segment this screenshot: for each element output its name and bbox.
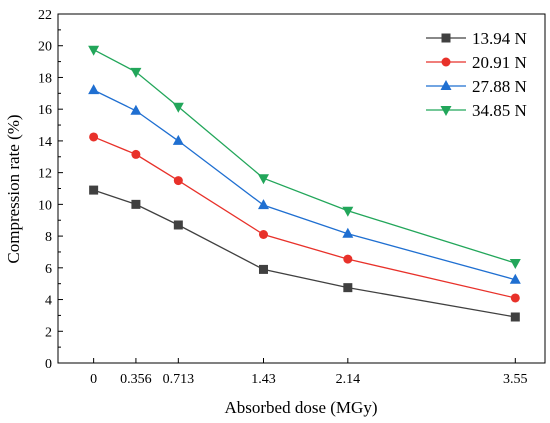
data-point-marker [173, 176, 183, 186]
data-point-marker [342, 227, 354, 238]
y-tick-label: 6 [45, 262, 52, 277]
data-point-marker [172, 134, 184, 145]
data-point-marker [130, 104, 142, 115]
legend-label: 13.94 N [472, 29, 527, 48]
data-point-marker [257, 199, 269, 210]
data-point-marker [173, 220, 183, 230]
y-axis: 0 2 4 6 8 10 12 14 16 18 20 22 [38, 8, 63, 372]
legend-label: 34.85 N [472, 101, 527, 120]
legend: 13.94 N 20.91 N 27.88 N 34.85 N [426, 29, 527, 120]
data-point-marker [172, 102, 184, 113]
data-point-marker [509, 259, 521, 270]
data-point-marker [130, 67, 142, 78]
data-point-marker [343, 254, 353, 264]
series-layer [88, 45, 521, 322]
data-point-marker [343, 283, 353, 293]
series-line [93, 49, 516, 264]
y-tick-label: 4 [45, 294, 52, 309]
y-axis-label: Compression rate (%) [4, 114, 23, 263]
data-point-marker [510, 312, 520, 322]
series-1 [89, 185, 520, 322]
legend-swatch-marker [441, 57, 451, 67]
data-point-marker [510, 293, 520, 303]
y-tick-label: 2 [45, 325, 52, 340]
y-tick-label: 14 [38, 135, 52, 150]
legend-label: 27.88 N [472, 77, 527, 96]
data-point-marker [258, 264, 268, 274]
data-point-marker [88, 84, 100, 95]
data-point-marker [89, 132, 99, 142]
series-line [93, 189, 516, 318]
series-4 [88, 45, 521, 270]
legend-item: 20.91 N [426, 53, 527, 72]
legend-item: 34.85 N [426, 101, 527, 120]
x-axis-label: Absorbed dose (MGy) [225, 398, 378, 417]
y-tick-label: 20 [38, 40, 52, 55]
series-3 [88, 84, 521, 284]
y-tick-label: 22 [38, 8, 52, 23]
data-point-marker [88, 45, 100, 56]
data-point-marker [342, 206, 354, 217]
x-tick-label: 0 [90, 372, 97, 387]
y-tick-label: 0 [45, 357, 52, 372]
data-point-marker [509, 273, 521, 284]
series-2 [89, 132, 520, 303]
series-line [93, 89, 516, 281]
data-point-marker [131, 149, 141, 159]
data-point-marker [258, 230, 268, 240]
y-tick-label: 18 [38, 71, 52, 86]
legend-item: 13.94 N [426, 29, 527, 48]
data-point-marker [89, 185, 99, 195]
x-axis: 0 0.356 0.713 1.43 2.14 3.55 [90, 358, 528, 387]
series-line [93, 136, 516, 299]
x-tick-label: 2.14 [336, 372, 361, 387]
y-tick-label: 8 [45, 230, 52, 245]
y-tick-label: 16 [38, 103, 52, 118]
legend-swatch-marker [440, 80, 452, 90]
x-tick-label: 1.43 [251, 372, 276, 387]
y-tick-label: 10 [38, 198, 52, 213]
legend-label: 20.91 N [472, 53, 527, 72]
y-tick-label: 12 [38, 167, 52, 182]
data-point-marker [257, 174, 269, 185]
legend-swatch-marker [441, 33, 451, 43]
data-point-marker [131, 199, 141, 209]
x-tick-label: 3.55 [503, 372, 528, 387]
x-tick-label: 0.713 [163, 372, 195, 387]
legend-item: 27.88 N [426, 77, 527, 96]
x-tick-label: 0.356 [120, 372, 152, 387]
legend-swatch-marker [440, 106, 452, 116]
